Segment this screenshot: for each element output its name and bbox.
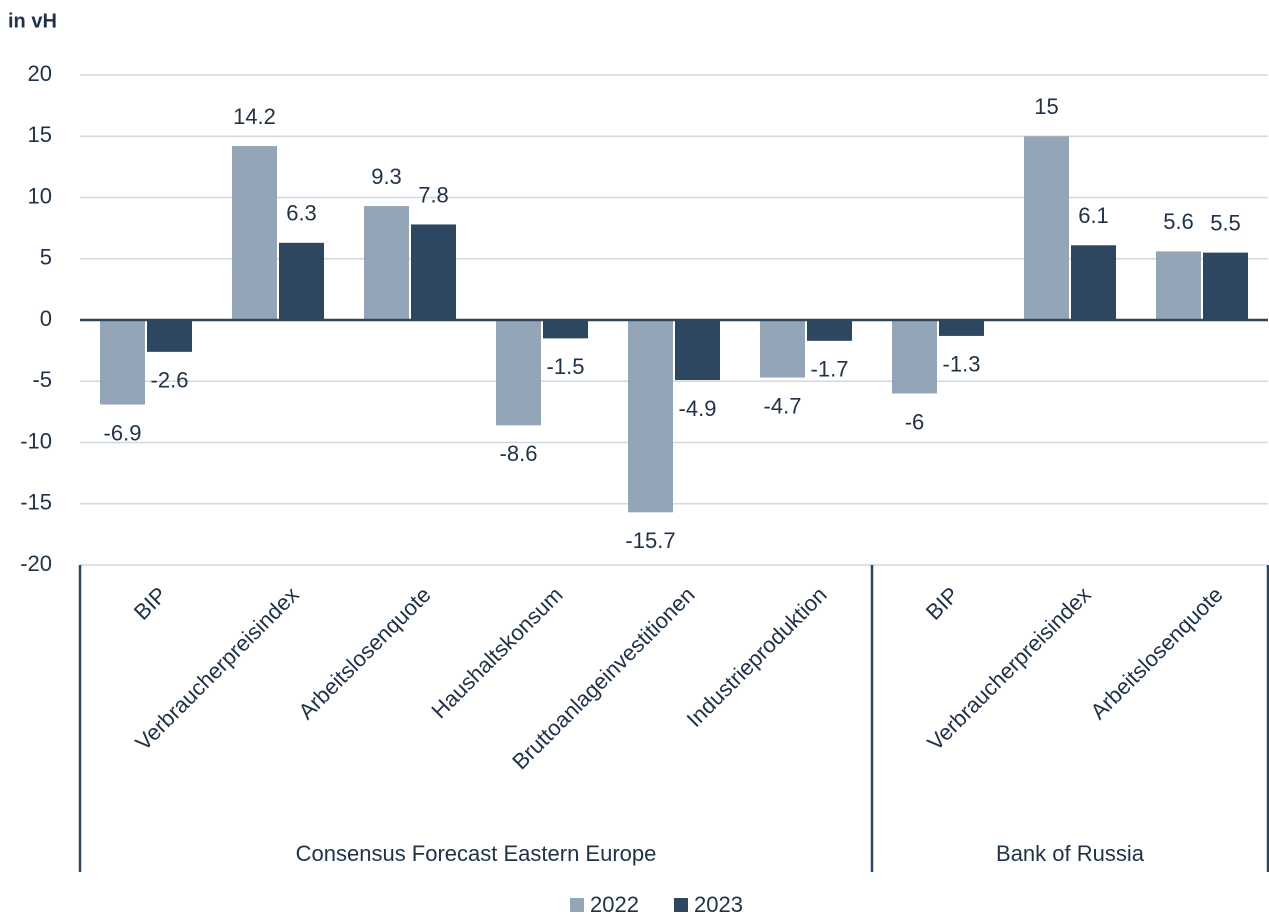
x-tick-label: Arbeitslosenquote [1085, 582, 1227, 724]
legend-swatch [674, 898, 688, 912]
data-label: -2.6 [151, 368, 189, 393]
x-tick-label: Industrieproduktion [682, 582, 832, 732]
bar [760, 320, 805, 378]
y-tick-label: 0 [40, 306, 52, 331]
bar [1071, 245, 1116, 320]
bar [1203, 252, 1248, 320]
data-label: -1.5 [547, 354, 585, 379]
y-tick-label: -15 [20, 490, 52, 515]
data-label: -1.3 [943, 352, 981, 377]
data-label: 6.3 [286, 201, 317, 226]
y-tick-label: 15 [28, 122, 52, 147]
bar [628, 320, 673, 513]
bar [892, 320, 937, 394]
data-label: -15.7 [625, 528, 675, 553]
bar [675, 320, 720, 381]
bar [147, 320, 192, 352]
y-axis-label: in vH [8, 10, 57, 32]
data-label: -4.9 [679, 396, 717, 421]
legend-label: 2023 [694, 892, 743, 917]
x-tick-label: BIP [921, 582, 964, 625]
data-label: 5.6 [1163, 209, 1194, 234]
data-label: -6.9 [104, 420, 142, 445]
bar [279, 242, 324, 320]
data-label: 5.5 [1210, 210, 1241, 235]
y-tick-label: 10 [28, 183, 52, 208]
bar [939, 320, 984, 336]
data-label: -4.7 [764, 393, 802, 418]
data-label: 7.8 [418, 182, 449, 207]
data-label: 15 [1034, 94, 1058, 119]
bar [100, 320, 145, 405]
x-tick-label: BIP [129, 582, 172, 625]
legend-label: 2022 [590, 892, 639, 917]
data-label: -8.6 [500, 441, 538, 466]
data-label: 9.3 [371, 164, 402, 189]
bar [364, 206, 409, 320]
x-tick-label: Haushaltskonsum [426, 582, 567, 723]
y-tick-label: -10 [20, 428, 52, 453]
group-label: Bank of Russia [996, 841, 1145, 866]
y-tick-label: 20 [28, 61, 52, 86]
group-label: Consensus Forecast Eastern Europe [296, 841, 657, 866]
y-tick-label: 5 [40, 245, 52, 270]
x-tick-label: Arbeitslosenquote [293, 582, 435, 724]
data-label: 14.2 [233, 104, 276, 129]
bar [1024, 136, 1069, 320]
data-label: -6 [905, 409, 925, 434]
data-label: 6.1 [1078, 203, 1109, 228]
bar [1156, 251, 1201, 320]
data-label: -1.7 [811, 357, 849, 382]
bar [543, 320, 588, 339]
bar [411, 224, 456, 320]
bar [232, 146, 277, 320]
y-tick-label: -20 [20, 551, 52, 576]
y-tick-label: -5 [32, 367, 52, 392]
legend-swatch [570, 898, 584, 912]
bar [807, 320, 852, 341]
bar [496, 320, 541, 426]
